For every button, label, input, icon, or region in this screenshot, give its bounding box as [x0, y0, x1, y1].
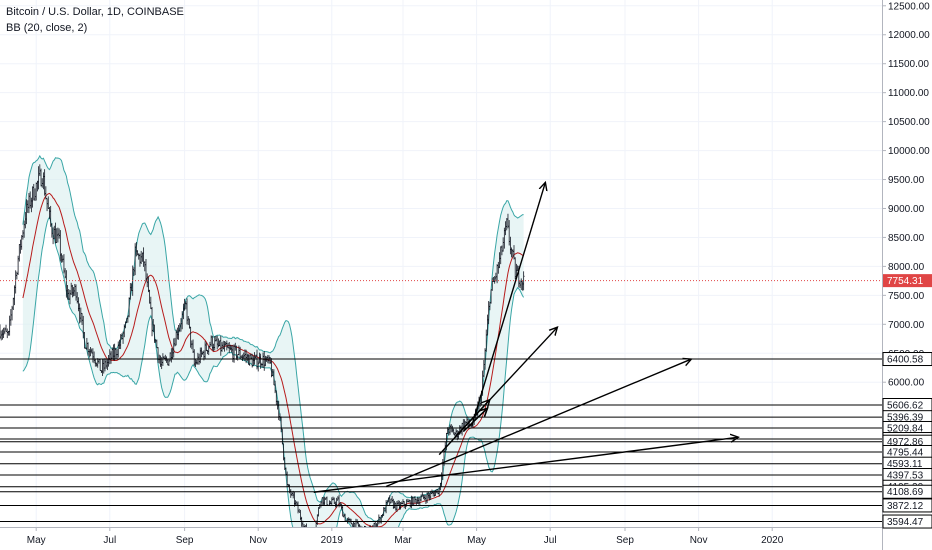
level-tag-label: 3872.12 [887, 501, 924, 512]
level-tag-label: 4108.69 [887, 487, 924, 498]
trend-arrow [313, 437, 739, 493]
price-tick-label: 9000.00 [888, 204, 925, 215]
price-tick-label: 11000.00 [888, 88, 929, 99]
time-tick-label: 2020 [761, 535, 784, 546]
chart-legend: Bitcoin / U.S. Dollar, 1D, COINBASE BB (… [6, 4, 184, 36]
trend-arrow [438, 400, 490, 456]
last-price-tag [883, 274, 932, 288]
price-axis[interactable]: 12500.00 12000.00 11500.00 11000.00 10500.00… [882, 0, 932, 550]
time-tick-label: Sep [616, 535, 634, 546]
level-tag-label: 6400.58 [887, 355, 924, 366]
level-tag-label: 3594.47 [887, 517, 924, 528]
level-tag-label: 4593.11 [887, 459, 923, 470]
level-tag-label: 4795.44 [887, 447, 924, 458]
last-price-tag-label: 7754.31 [887, 276, 924, 287]
symbol-title[interactable]: Bitcoin / U.S. Dollar, 1D, COINBASE [6, 6, 184, 18]
time-tick-label: Jul [103, 535, 116, 546]
candle [522, 271, 525, 291]
level-tag [882, 352, 932, 367]
time-tick-label: Sep [176, 535, 194, 546]
price-tick-label: 11500.00 [888, 59, 929, 70]
time-axis-background [0, 527, 882, 550]
price-tick-label: 8500.00 [888, 233, 925, 244]
price-tick-label: 9500.00 [888, 175, 925, 186]
trend-arrow [385, 359, 691, 488]
level-tag-label: 5396.39 [887, 413, 924, 424]
trend-arrows[interactable] [313, 182, 739, 493]
trend-arrow [471, 182, 546, 426]
price-tick-label: 10500.00 [888, 117, 930, 128]
time-tick-label: May [27, 535, 46, 546]
level-tag-label: 5606.62 [887, 401, 924, 412]
price-tick-label: 6000.00 [888, 378, 925, 389]
time-tick-label: May [467, 535, 486, 546]
level-tag [882, 498, 932, 513]
time-tick-label: Jul [544, 535, 557, 546]
basis-line [22, 192, 524, 528]
time-tick-label: 2019 [321, 535, 344, 546]
price-tick-label: 8000.00 [888, 262, 925, 273]
level-tag-label: 5209.84 [887, 423, 924, 434]
lower-band [22, 216, 525, 550]
price-tick-label: 12500.00 [888, 1, 930, 12]
trend-arrow [462, 408, 487, 432]
price-tick-label: 12000.00 [888, 30, 930, 41]
price-tick-label: 7000.00 [888, 320, 925, 331]
band-fill [22, 155, 524, 550]
price-tick-label: 10000.00 [888, 146, 930, 157]
price-tick-label: 7500.00 [888, 291, 925, 302]
time-tick-label: Nov [249, 535, 267, 546]
level-tag-label: 4972.86 [887, 437, 924, 448]
level-tag [882, 514, 932, 529]
time-tick-label: Nov [690, 535, 708, 546]
level-tag-label: 4397.53 [887, 471, 924, 482]
level-tag [882, 484, 932, 499]
time-axis[interactable]: May Jul Sep Nov 2019 Mar May Jul Sep Nov 2020 [0, 527, 882, 550]
time-tick-label: Mar [394, 535, 412, 546]
indicator-label[interactable]: BB (20, close, 2) [6, 22, 88, 34]
